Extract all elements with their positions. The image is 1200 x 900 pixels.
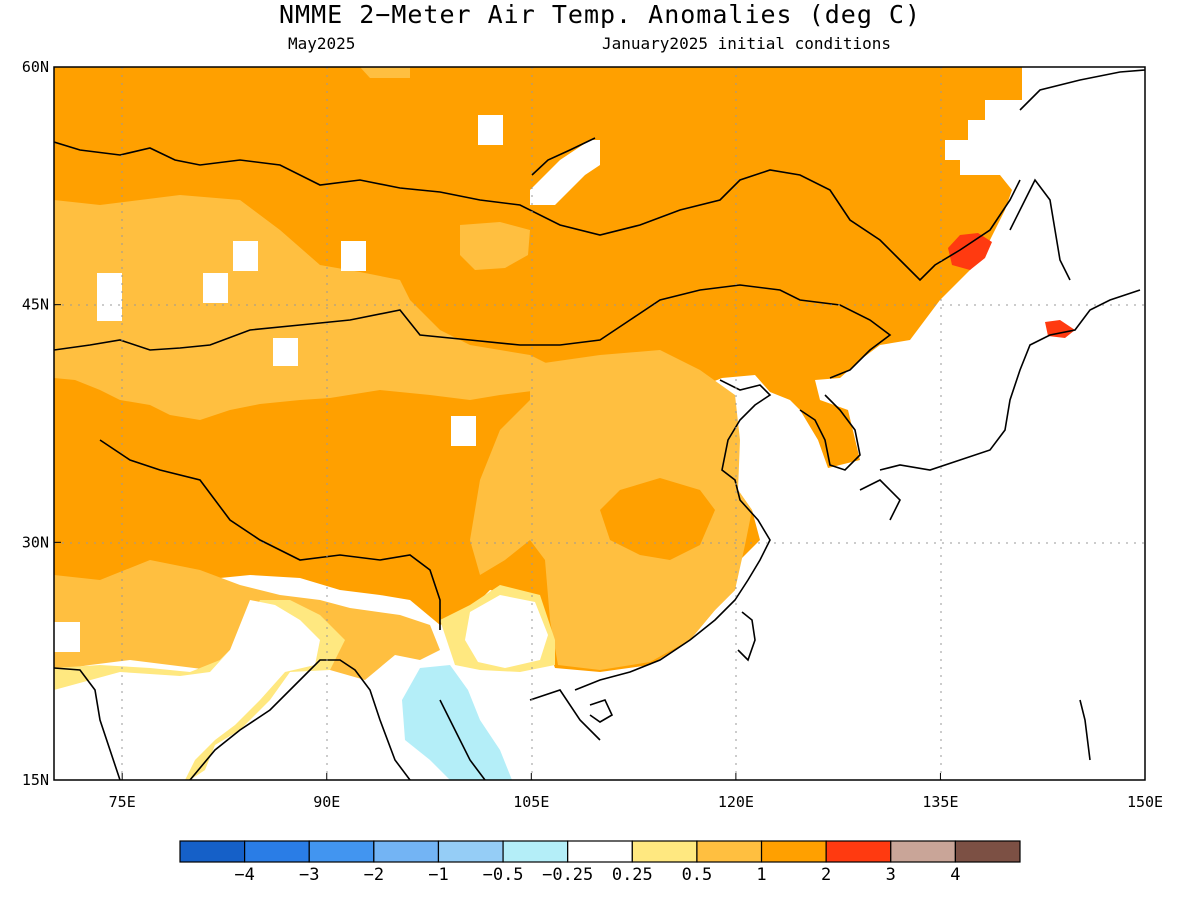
colorbar-segment	[760, 840, 827, 863]
land-mask-block	[273, 338, 298, 366]
colorbar-label: −0.25	[542, 865, 593, 885]
colorbar-segment	[179, 840, 246, 863]
land-mask-block	[451, 416, 476, 446]
lon-tick-label: 90E	[313, 793, 340, 811]
anomaly-1-2-central	[600, 478, 715, 560]
colorbar-label: 2	[821, 865, 831, 885]
anomaly-2-3-spot-hokkaido	[1045, 320, 1075, 338]
colorbar: −4 −3 −2 −1 −0.5 −0.25 0.25 0.5 1 2 3 4	[179, 840, 1021, 885]
anomaly-0.5-1-north	[460, 222, 530, 270]
colorbar-segment	[437, 840, 504, 863]
anomaly-2-3-spot	[948, 233, 992, 270]
lat-tick-label: 45N	[22, 296, 49, 314]
colorbar-label: 0.25	[612, 865, 653, 885]
anomaly-neg-0.25-region	[402, 665, 512, 780]
colorbar-label: 3	[886, 865, 896, 885]
colorbar-label: −4	[234, 865, 254, 885]
initial-conditions: January2025 initial conditions	[602, 34, 891, 53]
anomaly-fill	[54, 67, 1145, 780]
colorbar-segment	[308, 840, 375, 863]
land-mask-block	[233, 241, 258, 271]
colorbar-segment	[502, 840, 569, 863]
lon-tick-label: 150E	[1127, 793, 1163, 811]
anomaly-0.5-1-west	[54, 195, 560, 420]
map-frame	[53, 66, 1146, 781]
lon-tick-label: 120E	[718, 793, 754, 811]
anomaly-near-zero-india	[54, 600, 320, 780]
longitude-axis: 75E 90E 105E 120E 135E 150E	[109, 773, 1163, 811]
land-mask-block	[478, 115, 503, 145]
coastlines	[54, 69, 1145, 780]
colorbar-segment	[373, 840, 440, 863]
colorbar-label: 0.5	[682, 865, 713, 885]
graticule	[54, 67, 1145, 780]
baikal-mask	[530, 140, 600, 205]
colorbar-label: −1	[428, 865, 448, 885]
latitude-axis: 15N 30N 45N 60N	[22, 58, 61, 789]
lat-tick-label: 15N	[22, 771, 49, 789]
forecast-month: May2025	[288, 34, 356, 53]
lat-tick-label: 60N	[22, 58, 49, 76]
colorbar-label: 1	[756, 865, 766, 885]
colorbar-label: −0.5	[483, 865, 524, 885]
colorbar-segment	[890, 840, 956, 863]
land-mask-block	[97, 273, 122, 321]
colorbar-label: −3	[299, 865, 319, 885]
colorbar-segment	[244, 840, 310, 863]
colorbar-segment	[567, 840, 633, 863]
land-mask-block	[54, 622, 80, 652]
colorbar-segment	[631, 840, 698, 863]
colorbar-label: 4	[950, 865, 960, 885]
map-title: NMME 2−Meter Air Temp. Anomalies (deg C)	[278, 0, 922, 29]
lat-tick-label: 30N	[22, 533, 49, 551]
colorbar-label: −2	[364, 865, 384, 885]
lon-tick-label: 135E	[922, 793, 958, 811]
colorbar-segment	[954, 840, 1021, 863]
anomaly-near-zero-indochina	[465, 595, 548, 668]
anomaly-0.5-1-top	[360, 67, 410, 78]
land-mask-block	[341, 241, 366, 271]
colorbar-segment	[696, 840, 763, 863]
colorbar-segment	[825, 840, 892, 863]
lon-tick-label: 105E	[513, 793, 549, 811]
lon-tick-label: 75E	[109, 793, 136, 811]
land-mask-block	[203, 273, 228, 303]
